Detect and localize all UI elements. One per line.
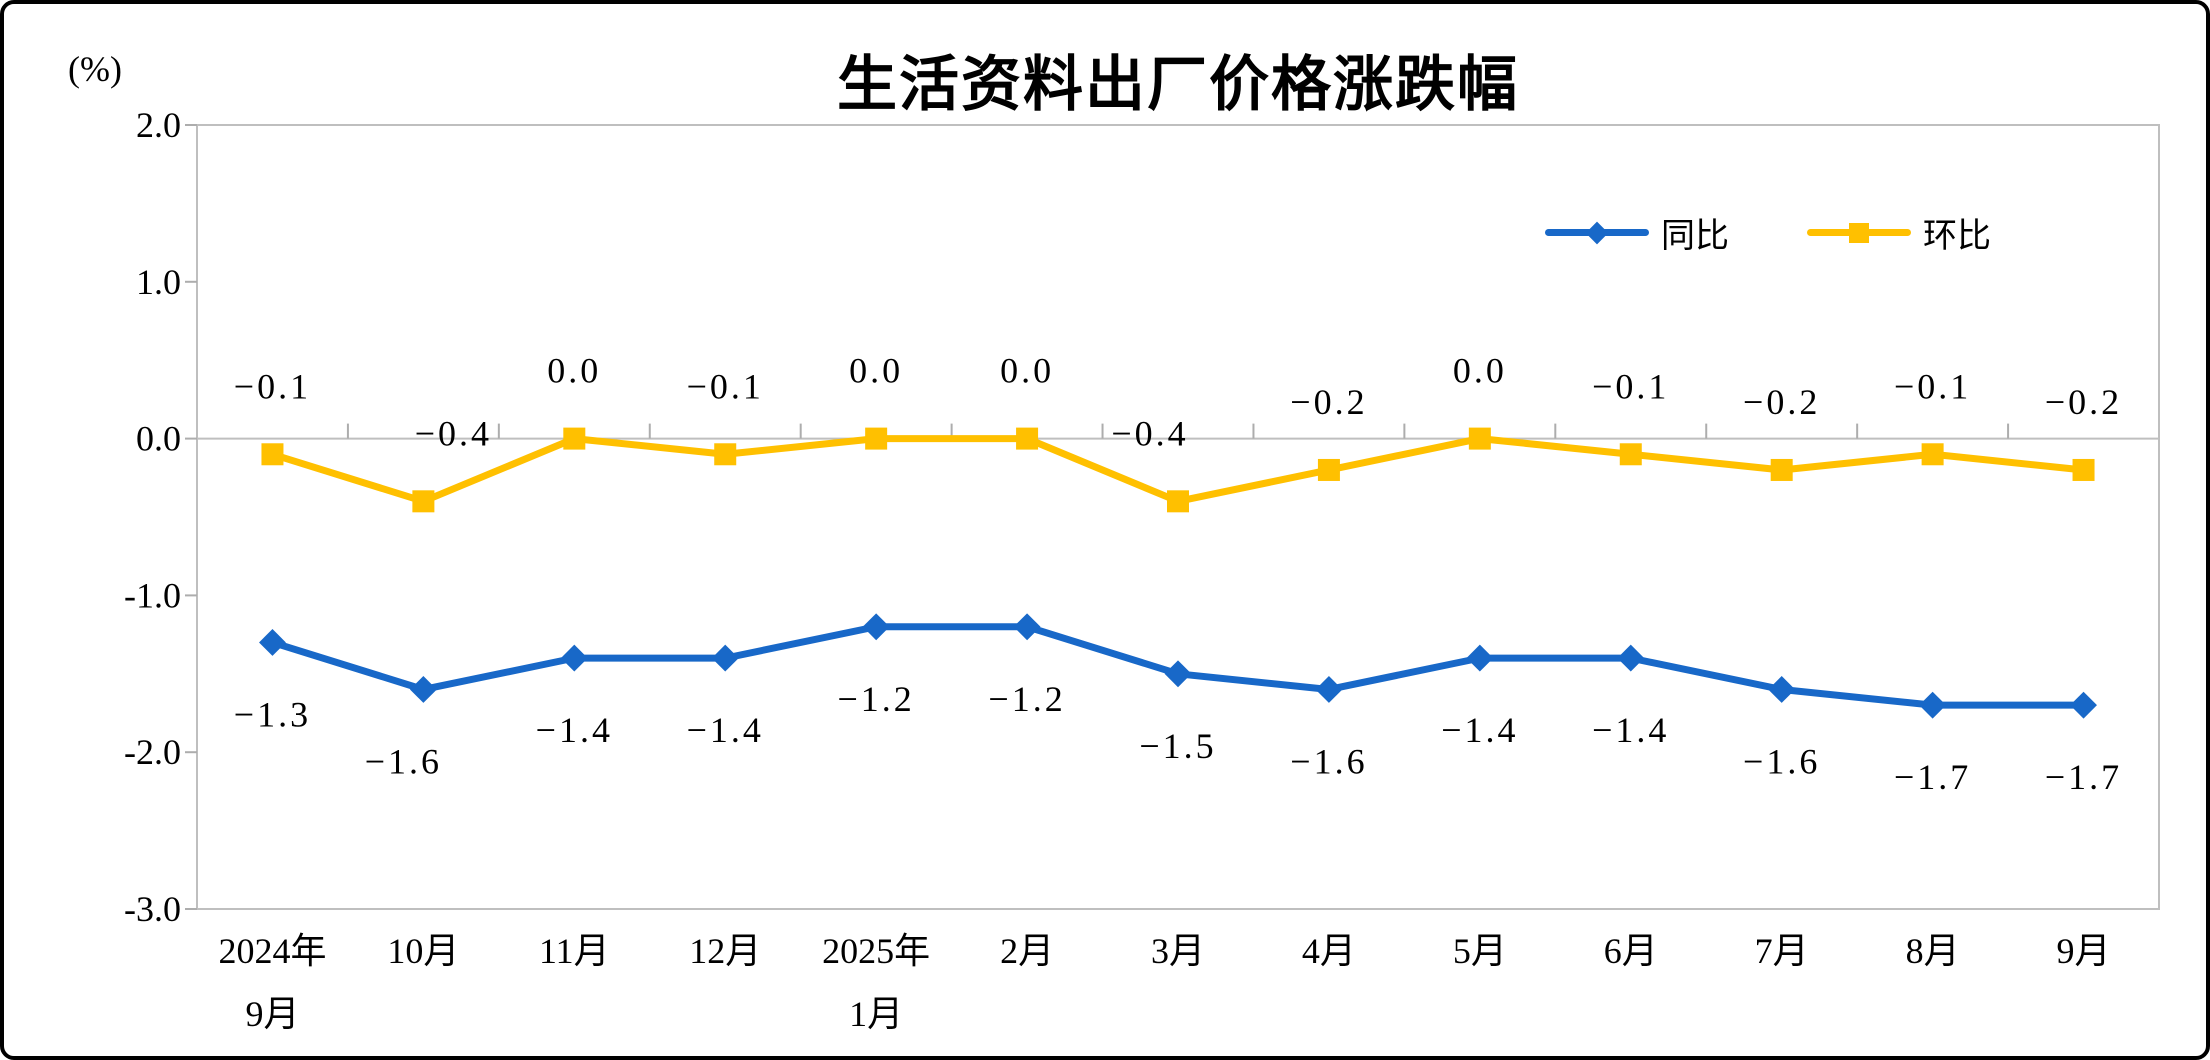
- diamond-marker-icon: [862, 613, 890, 641]
- data-label: −1.4: [687, 710, 764, 750]
- data-label: −0.2: [1290, 382, 1367, 422]
- data-label: −0.1: [1894, 366, 1971, 406]
- data-label: −1.2: [988, 679, 1065, 719]
- diamond-marker-icon: [1315, 676, 1343, 703]
- square-marker-icon: [1770, 458, 1793, 481]
- x-category-label: 9月: [245, 994, 299, 1034]
- diamond-marker-icon: [1466, 644, 1494, 672]
- data-label: −1.4: [1592, 710, 1669, 750]
- y-tick-label: -2.0: [124, 732, 181, 772]
- y-tick-label: -1.0: [124, 575, 181, 615]
- diamond-marker-icon: [711, 644, 739, 672]
- plot-border: [196, 124, 2160, 910]
- data-label: −0.4: [1111, 413, 1188, 453]
- legend-label-huanbi: 环比: [1923, 217, 1991, 255]
- diamond-marker-icon: [409, 676, 437, 703]
- diamond-marker-icon: [1919, 691, 1947, 719]
- data-label: −1.4: [1441, 710, 1518, 750]
- diamond-marker-icon: [1013, 613, 1041, 641]
- y-tick-label: 0.0: [136, 419, 181, 459]
- x-category-label: 10月: [387, 931, 459, 971]
- legend-item-tongbi: 同比: [1545, 208, 1729, 257]
- diamond-marker-icon: [1768, 676, 1796, 703]
- legend: 同比 环比: [1545, 208, 1991, 257]
- square-marker-icon: [1317, 458, 1340, 481]
- data-label: 0.0: [849, 351, 903, 391]
- y-axis-unit-label: (%): [68, 49, 122, 89]
- square-marker-icon: [865, 427, 888, 450]
- square-marker-icon: [412, 490, 435, 513]
- y-tick-label: 2.0: [136, 105, 181, 145]
- data-label: 0.0: [547, 351, 601, 391]
- data-label: −0.1: [234, 366, 311, 406]
- diamond-marker-icon: [1617, 644, 1645, 672]
- data-label: −0.2: [2045, 382, 2122, 422]
- x-category-label: 2025年: [822, 931, 930, 971]
- tongbi-line-swatch: [1545, 221, 1649, 244]
- x-category-label: 5月: [1453, 931, 1507, 971]
- data-label: −1.5: [1139, 726, 1216, 766]
- data-label: −1.7: [2045, 757, 2122, 797]
- square-marker-icon: [714, 443, 737, 466]
- square-marker-icon: [1468, 427, 1491, 450]
- huanbi-line-swatch: [1807, 222, 1911, 243]
- x-category-label: 8月: [1906, 931, 1960, 971]
- legend-item-huanbi: 环比: [1807, 208, 1991, 257]
- data-label: −0.4: [415, 413, 492, 453]
- x-category-label: 3月: [1151, 931, 1205, 971]
- data-label: −1.6: [1743, 741, 1820, 781]
- square-marker-icon: [1849, 222, 1869, 243]
- data-label: −0.1: [687, 366, 764, 406]
- diamond-marker-icon: [1164, 660, 1192, 688]
- data-label: −0.2: [1743, 382, 1820, 422]
- diamond-marker-icon: [2070, 691, 2097, 719]
- data-label: −1.3: [234, 694, 311, 734]
- square-marker-icon: [1167, 490, 1189, 513]
- square-marker-icon: [1016, 427, 1039, 450]
- x-category-label: 6月: [1604, 931, 1658, 971]
- data-label: −1.6: [365, 741, 442, 781]
- x-category-label: 9月: [2057, 931, 2111, 971]
- x-category-label: 7月: [1755, 931, 1809, 971]
- x-category-label: 2月: [1000, 931, 1054, 971]
- data-label: −1.6: [1290, 741, 1367, 781]
- y-tick-label: 1.0: [136, 262, 181, 302]
- square-marker-icon: [1921, 443, 1944, 466]
- data-label: −1.7: [1894, 757, 1971, 797]
- data-label: 0.0: [1453, 351, 1507, 391]
- data-label: −1.4: [536, 710, 613, 750]
- square-marker-icon: [1619, 443, 1642, 466]
- data-label: 0.0: [1000, 351, 1054, 391]
- x-category-label: 1月: [849, 994, 903, 1034]
- chart-title: 生活资料出厂价格涨跌幅: [837, 51, 1519, 118]
- square-marker-icon: [261, 443, 284, 466]
- legend-label-tongbi: 同比: [1661, 217, 1729, 255]
- x-category-label: 11月: [539, 931, 610, 971]
- square-marker-icon: [2072, 458, 2095, 481]
- square-marker-icon: [563, 427, 586, 450]
- diamond-marker-icon: [259, 629, 286, 656]
- diamond-marker-icon: [560, 644, 588, 672]
- x-category-label: 2024年: [218, 931, 326, 971]
- data-label: −0.1: [1592, 366, 1669, 406]
- x-category-label: 12月: [689, 931, 761, 971]
- x-category-label: 4月: [1302, 931, 1356, 971]
- data-label: −1.2: [837, 679, 914, 719]
- y-tick-label: -3.0: [124, 889, 181, 929]
